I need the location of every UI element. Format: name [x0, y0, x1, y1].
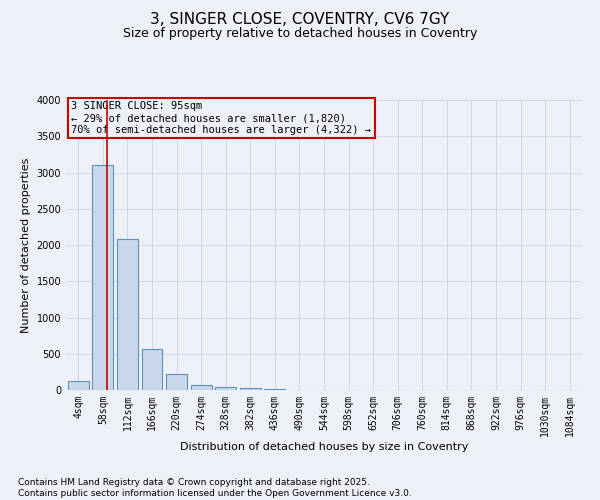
Bar — [142, 348, 163, 390]
Bar — [166, 374, 187, 390]
Bar — [191, 385, 212, 390]
Text: 3 SINGER CLOSE: 95sqm
← 29% of detached houses are smaller (1,820)
70% of semi-d: 3 SINGER CLOSE: 95sqm ← 29% of detached … — [71, 102, 371, 134]
Bar — [265, 388, 286, 390]
Bar — [92, 166, 113, 390]
Bar — [240, 388, 261, 390]
Text: 3, SINGER CLOSE, COVENTRY, CV6 7GY: 3, SINGER CLOSE, COVENTRY, CV6 7GY — [151, 12, 449, 28]
Y-axis label: Number of detached properties: Number of detached properties — [21, 158, 31, 332]
Bar — [117, 239, 138, 390]
Text: Size of property relative to detached houses in Coventry: Size of property relative to detached ho… — [123, 28, 477, 40]
Bar — [215, 387, 236, 390]
Bar — [68, 380, 89, 390]
X-axis label: Distribution of detached houses by size in Coventry: Distribution of detached houses by size … — [180, 442, 468, 452]
Text: Contains HM Land Registry data © Crown copyright and database right 2025.
Contai: Contains HM Land Registry data © Crown c… — [18, 478, 412, 498]
